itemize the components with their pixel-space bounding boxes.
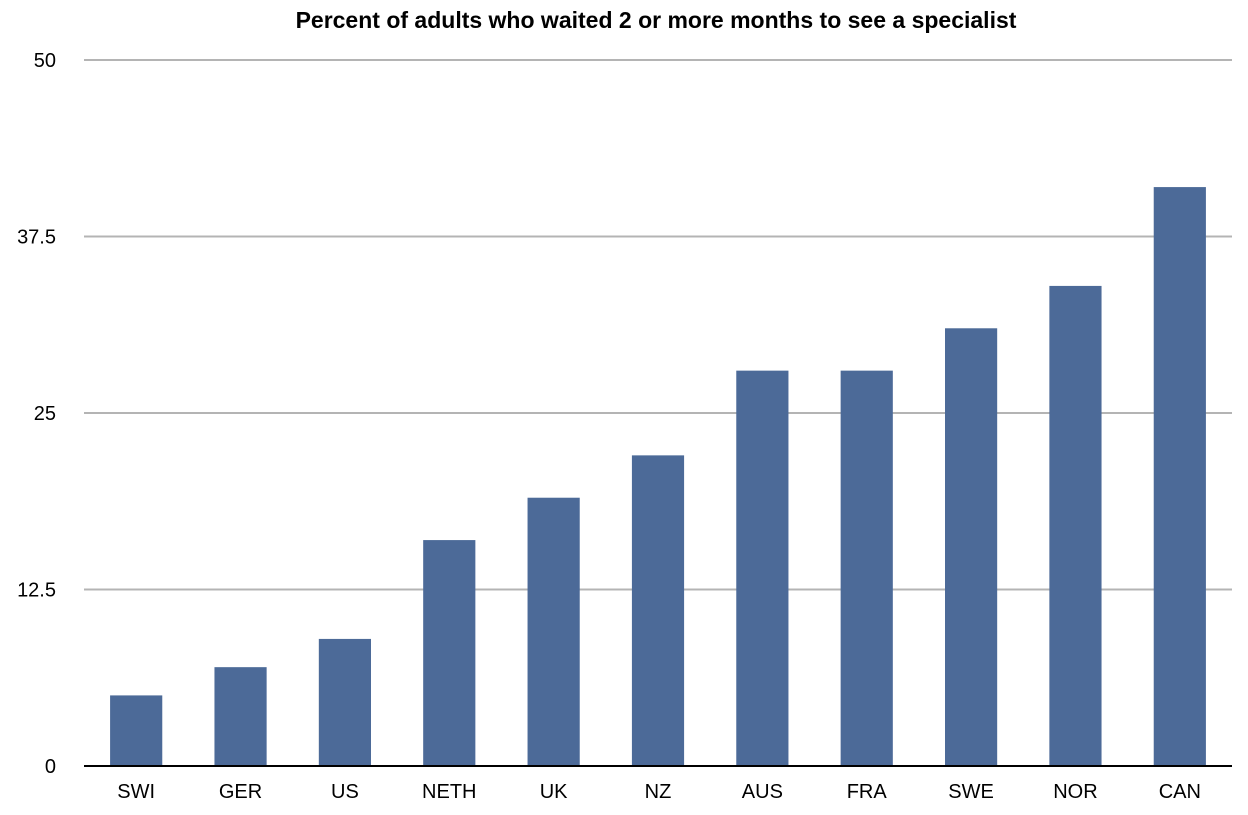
bar-swe (945, 328, 998, 766)
y-axis-ticks: 0 12.5 25 37.5 50 (17, 50, 56, 778)
y-tick-label: 12.5 (17, 580, 56, 602)
x-tick-label: SWI (117, 781, 155, 803)
bar-us (318, 638, 371, 766)
x-tick-label: NZ (645, 781, 672, 803)
bar-fra (840, 370, 893, 766)
chart-title: Percent of adults who waited 2 or more m… (296, 7, 1017, 33)
x-tick-label: SWE (948, 781, 994, 803)
bar-nor (1049, 285, 1102, 766)
y-tick-label: 0 (45, 756, 56, 778)
x-tick-label: US (331, 781, 359, 803)
x-tick-label: NOR (1053, 781, 1097, 803)
bar-can (1153, 187, 1206, 766)
x-axis-ticks: SWI GER US NETH UK NZ AUS FRA SWE NOR CAN (117, 781, 1201, 803)
x-tick-label: UK (540, 781, 568, 803)
y-tick-label: 50 (34, 50, 56, 72)
bars (110, 187, 1206, 766)
x-tick-label: AUS (742, 781, 783, 803)
x-tick-label: FRA (847, 781, 888, 803)
bar-neth (423, 540, 476, 766)
bar-aus (736, 370, 789, 766)
x-tick-label: GER (219, 781, 262, 803)
y-tick-label: 25 (34, 403, 56, 425)
bar-uk (527, 497, 580, 766)
x-tick-label: NETH (422, 781, 476, 803)
bar-ger (214, 667, 267, 766)
y-tick-label: 37.5 (17, 227, 56, 249)
bar-nz (631, 455, 685, 766)
x-tick-label: CAN (1159, 781, 1201, 803)
bar-swi (110, 695, 163, 766)
